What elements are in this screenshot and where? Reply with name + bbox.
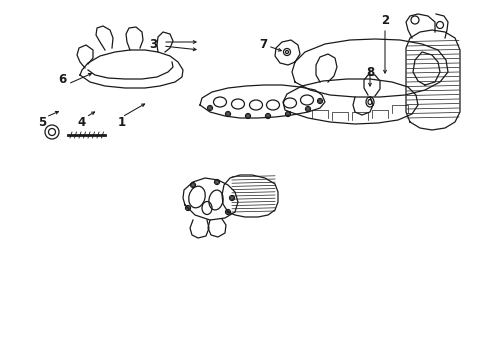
Text: 3: 3 [149,37,157,50]
Text: 1: 1 [118,116,126,129]
Text: 6: 6 [58,72,66,86]
Text: 8: 8 [365,66,373,78]
Text: 4: 4 [78,116,86,129]
Text: 2: 2 [380,14,388,27]
Text: 5: 5 [38,116,46,129]
Text: 7: 7 [259,37,266,50]
